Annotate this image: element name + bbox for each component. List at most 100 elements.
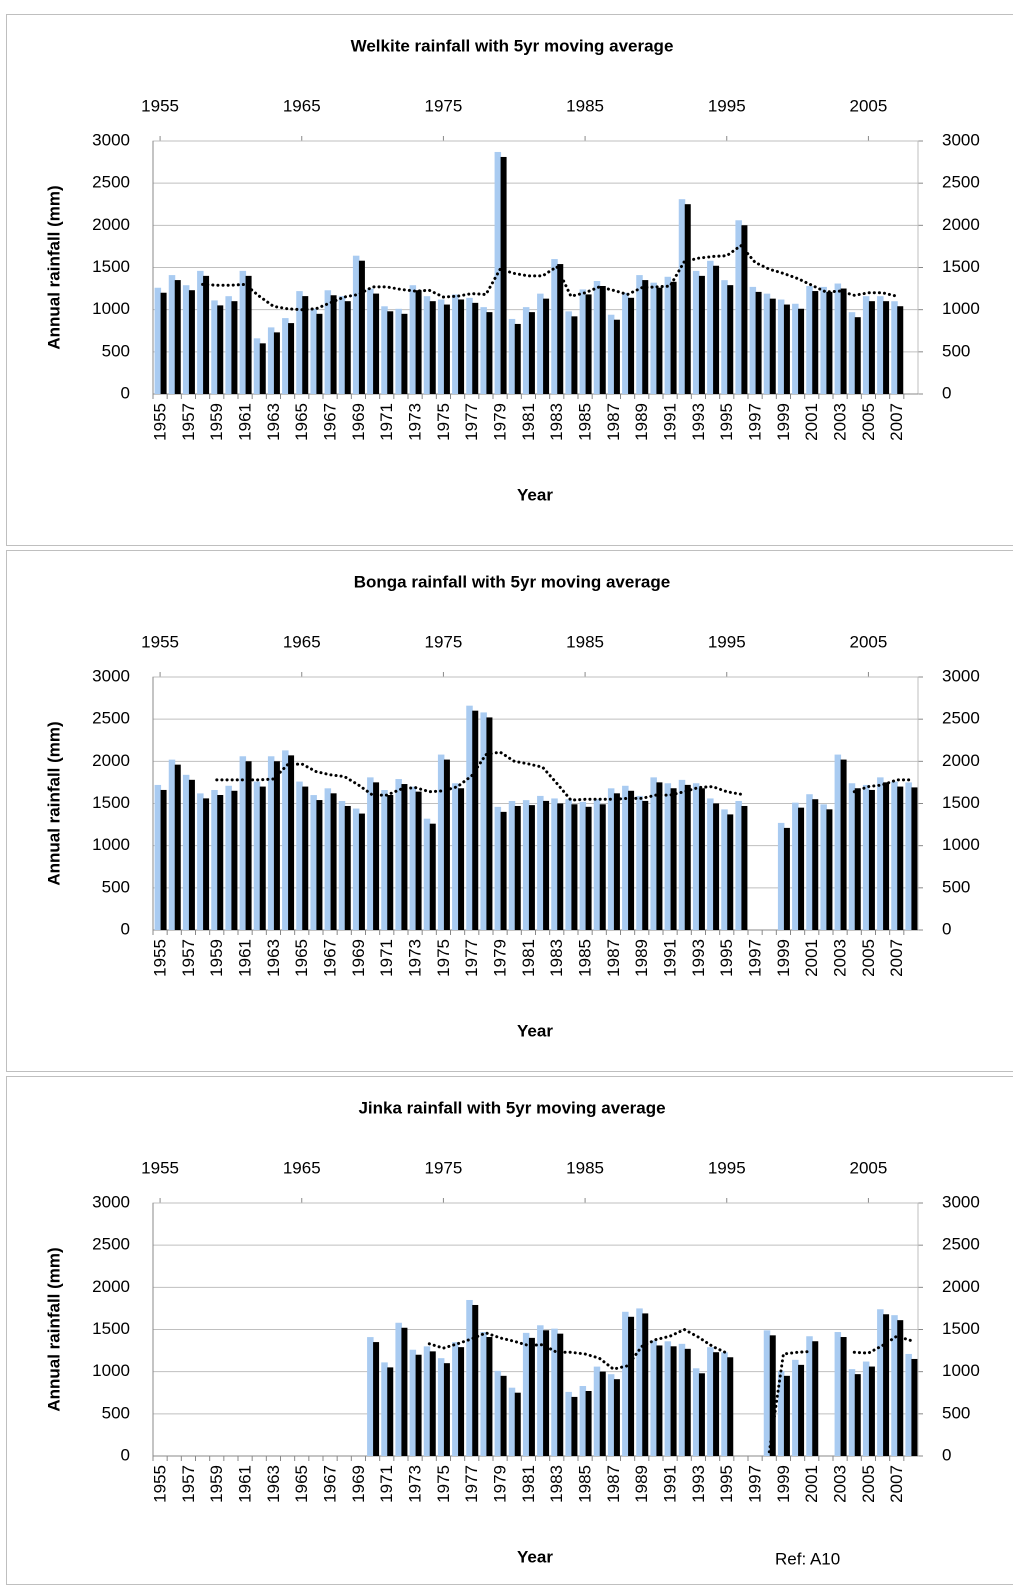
bar-shadow xyxy=(174,280,181,394)
y-tick-label: 500 xyxy=(102,341,130,360)
bar-shadow xyxy=(500,156,507,394)
bar xyxy=(409,1349,417,1456)
y2-tick-label: 3000 xyxy=(942,130,980,149)
bar xyxy=(579,801,587,930)
y2-tick-label: 2000 xyxy=(942,751,980,770)
bar xyxy=(792,303,799,394)
bar-shadow xyxy=(472,302,479,394)
x2-tick-label: 2005 xyxy=(850,632,888,651)
x-tick-label: 1995 xyxy=(717,403,736,441)
bar xyxy=(593,799,601,930)
bar-shadow xyxy=(472,1304,479,1456)
bar-shadow xyxy=(528,312,535,394)
x-tick-label: 1961 xyxy=(236,1465,255,1503)
bar-shadow xyxy=(670,281,677,394)
bar-shadow xyxy=(642,280,649,394)
x-tick-label: 1999 xyxy=(774,939,793,977)
bar-shadow xyxy=(812,291,819,394)
y-tick-label: 2500 xyxy=(92,1235,130,1254)
bar-shadow xyxy=(911,1358,918,1456)
bar xyxy=(452,783,459,930)
bar xyxy=(735,800,742,930)
bar-shadow xyxy=(458,788,465,930)
bar-shadow xyxy=(188,779,195,930)
bar-shadow xyxy=(883,782,890,930)
bar xyxy=(367,1337,374,1456)
bar xyxy=(522,307,530,394)
bar xyxy=(395,1322,402,1456)
bar xyxy=(678,779,686,930)
bar xyxy=(792,1359,799,1456)
bar-shadow xyxy=(514,323,521,394)
bar xyxy=(763,293,771,394)
bar-shadow xyxy=(868,301,875,394)
y2-tick-label: 500 xyxy=(942,341,970,360)
bar-shadow xyxy=(543,1330,550,1456)
bar xyxy=(267,756,275,930)
bar-shadow xyxy=(812,799,819,930)
bar-shadow xyxy=(613,1379,620,1456)
bar-shadow xyxy=(713,803,720,930)
bar-shadow xyxy=(585,1391,592,1456)
y-tick-label: 500 xyxy=(102,1403,130,1422)
x-tick-label: 1991 xyxy=(661,403,680,441)
bar xyxy=(551,259,558,394)
bar-shadow xyxy=(571,804,578,930)
bar-shadow xyxy=(429,823,436,930)
bar-shadow xyxy=(642,1313,649,1456)
bar-shadow xyxy=(543,298,550,394)
x-tick-label: 1965 xyxy=(292,403,311,441)
x-tick-label: 1973 xyxy=(406,403,425,441)
x-tick-label: 1981 xyxy=(519,403,538,441)
bar-shadow xyxy=(656,1345,663,1456)
bar-shadow xyxy=(769,298,776,394)
bar-shadow xyxy=(684,784,691,930)
chart-title: Bonga rainfall with 5yr moving average xyxy=(354,572,670,591)
bar xyxy=(437,1358,445,1456)
bar xyxy=(310,308,317,394)
x-tick-label: 1989 xyxy=(632,939,651,977)
bar-shadow xyxy=(599,804,606,930)
bar-shadow xyxy=(273,332,280,394)
x-tick-label: 2003 xyxy=(831,1465,850,1503)
bar xyxy=(636,275,643,394)
x-tick-label: 1965 xyxy=(292,939,311,977)
bar-shadow xyxy=(500,811,507,930)
bar-shadow xyxy=(401,1327,408,1456)
bar xyxy=(848,783,856,930)
moving-average-line xyxy=(215,750,913,802)
bar xyxy=(395,779,402,930)
bar-shadow xyxy=(472,710,479,930)
x-tick-label: 1959 xyxy=(207,939,226,977)
y-axis-title: Annual rainfall (mm) xyxy=(44,185,63,349)
bar xyxy=(607,1374,615,1456)
y2-tick-label: 0 xyxy=(942,1445,951,1464)
bar xyxy=(168,275,176,394)
bar xyxy=(905,1353,912,1456)
bar-shadow xyxy=(741,805,748,930)
y-tick-label: 3000 xyxy=(92,666,130,685)
bar xyxy=(437,754,445,930)
y-axis-title: Annual rainfall (mm) xyxy=(44,721,63,885)
x2-tick-label: 2005 xyxy=(850,96,888,115)
bar-shadow xyxy=(812,1341,819,1456)
x-tick-label: 1989 xyxy=(632,1465,651,1503)
bar-shadow xyxy=(231,790,238,930)
bar-shadow xyxy=(245,761,252,930)
bar xyxy=(225,296,232,394)
x-tick-label: 1955 xyxy=(151,939,170,977)
y-tick-label: 1000 xyxy=(92,1361,130,1380)
x-tick-label: 2005 xyxy=(859,1465,878,1503)
bar xyxy=(296,291,303,394)
x2-tick-label: 1965 xyxy=(283,1158,321,1177)
bar-shadow xyxy=(203,798,210,930)
bar xyxy=(622,785,629,930)
x-tick-label: 1957 xyxy=(179,1465,198,1503)
bar-shadow xyxy=(840,288,847,394)
x-tick-label: 1961 xyxy=(236,939,255,977)
bar-shadow xyxy=(826,809,833,930)
bar xyxy=(692,783,700,930)
bar xyxy=(282,318,289,394)
bar-shadow xyxy=(585,294,592,394)
